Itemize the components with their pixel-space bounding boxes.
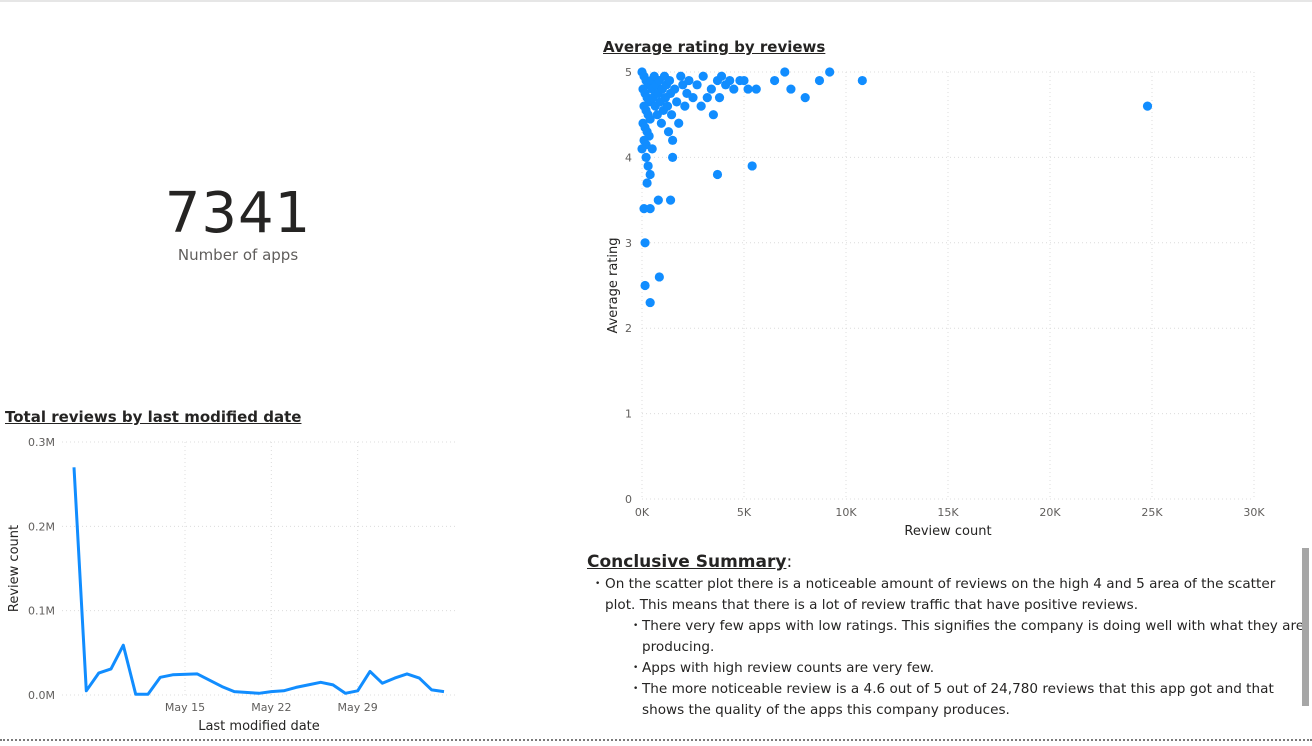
- scatter-point: [706, 84, 716, 94]
- scatter-y-tick: 1: [625, 408, 632, 421]
- scatter-x-tick: 10K: [835, 506, 857, 519]
- scatter-point: [645, 204, 655, 214]
- scatter-point: [751, 84, 761, 94]
- scatter-point: [664, 75, 675, 86]
- scatter-point: [640, 238, 650, 248]
- line-x-axis-label: Last modified date: [198, 719, 320, 734]
- scatter-point: [663, 127, 674, 137]
- scatter-point: [825, 67, 835, 77]
- scatter-y-tick: 2: [625, 322, 632, 335]
- summary-point: On the scatter plot there is a noticeabl…: [587, 574, 1305, 616]
- scatter-point: [668, 152, 678, 162]
- scatter-chart-title: Average rating by reviews: [603, 38, 826, 56]
- scatter-point: [641, 152, 651, 162]
- kpi-card[interactable]: 7341 Number of apps: [140, 180, 336, 264]
- scatter-point: [672, 97, 682, 107]
- scatter-y-axis-label: Average rating: [606, 237, 621, 333]
- scatter-point: [702, 93, 712, 103]
- scatter-point: [684, 75, 694, 86]
- scatter-point: [653, 195, 663, 205]
- scatter-x-tick: 0K: [635, 506, 650, 519]
- line-chart-title: Total reviews by last modified date: [5, 408, 302, 426]
- summary-heading: Conclusive Summary:: [587, 552, 1305, 572]
- scatter-point: [857, 75, 867, 86]
- summary-list: On the scatter plot there is a noticeabl…: [587, 574, 1305, 721]
- summary-heading-colon: :: [786, 552, 793, 572]
- scatter-point: [647, 144, 657, 154]
- scatter-point: [666, 110, 677, 120]
- top-divider: [0, 0, 1312, 2]
- scatter-point: [645, 169, 655, 180]
- scatter-point: [642, 178, 652, 188]
- scatter-y-tick: 0: [625, 493, 632, 506]
- scatter-point: [645, 114, 655, 124]
- summary-heading-text: Conclusive Summary: [587, 552, 787, 572]
- scatter-point: [698, 71, 708, 81]
- scatter-point: [780, 67, 790, 77]
- scatter-point: [656, 118, 666, 128]
- summary-subpoint: Apps with high review counts are very fe…: [587, 658, 1305, 679]
- scatter-point: [676, 71, 686, 81]
- scatter-point: [688, 93, 698, 103]
- scatter-point: [692, 80, 702, 90]
- scatter-point: [662, 101, 673, 111]
- line-x-tick: May 15: [165, 701, 205, 714]
- scatter-x-tick: 25K: [1141, 506, 1163, 519]
- scatter-point: [674, 118, 684, 128]
- scatter-point: [770, 75, 780, 86]
- line-y-tick: 0.1M: [28, 605, 55, 618]
- scatter-chart[interactable]: 0K 5K 10K 15K 20K 25K 30K 0 1 2 3 4 5 Review count Ave…: [590, 62, 1290, 544]
- scatter-point: [725, 75, 735, 86]
- kpi-value: 7341: [164, 181, 312, 246]
- scatter-point: [729, 84, 739, 94]
- scatter-point: [696, 101, 706, 111]
- bottom-divider: [0, 739, 1312, 741]
- summary-scrollbar[interactable]: [1302, 548, 1309, 706]
- scatter-point: [654, 272, 664, 282]
- scatter-point: [668, 135, 678, 145]
- scatter-point: [743, 84, 753, 94]
- scatter-point: [643, 161, 653, 171]
- scatter-point: [714, 93, 725, 103]
- summary-subpoint: There very few apps with low ratings. Th…: [587, 616, 1305, 658]
- scatter-point: [786, 84, 796, 94]
- scatter-x-tick: 20K: [1039, 506, 1061, 519]
- scatter-y-tick: 3: [625, 237, 632, 250]
- line-chart[interactable]: 0.0M 0.1M 0.2M 0.3M May 15 May 22 May 29 Last m…: [0, 432, 470, 740]
- scatter-point: [800, 93, 810, 103]
- scatter-y-tick: 4: [625, 151, 632, 164]
- scatter-point: [747, 161, 757, 171]
- summary-subpoint: The more noticeable review is a 4.6 out …: [587, 679, 1305, 721]
- scatter-x-tick: 30K: [1243, 506, 1265, 519]
- scatter-point: [712, 169, 723, 180]
- line-y-tick: 0.3M: [28, 436, 55, 449]
- scatter-x-axis-label: Review count: [904, 524, 991, 539]
- scatter-point: [637, 144, 647, 154]
- scatter-point: [680, 101, 690, 111]
- scatter-point: [739, 75, 749, 86]
- kpi-label: Number of apps: [177, 246, 299, 264]
- scatter-point: [640, 280, 650, 291]
- scatter-point: [645, 297, 655, 308]
- line-series: [72, 467, 445, 696]
- scatter-point: [716, 71, 727, 81]
- line-x-tick: May 29: [338, 701, 378, 714]
- scatter-point: [708, 110, 718, 120]
- scatter-point: [814, 75, 825, 86]
- scatter-point: [1142, 101, 1153, 111]
- scatter-point: [670, 84, 680, 94]
- scatter-x-tick: 15K: [937, 506, 959, 519]
- line-x-tick: May 22: [251, 701, 291, 714]
- scatter-y-tick: 5: [625, 66, 632, 79]
- line-y-tick: 0.2M: [28, 520, 55, 533]
- line-y-tick: 0.0M: [28, 689, 55, 702]
- line-y-axis-label: Review count: [7, 525, 22, 612]
- summary-textbox: Conclusive Summary: On the scatter plot …: [587, 552, 1305, 721]
- scatter-x-tick: 5K: [737, 506, 752, 519]
- scatter-point: [665, 195, 676, 205]
